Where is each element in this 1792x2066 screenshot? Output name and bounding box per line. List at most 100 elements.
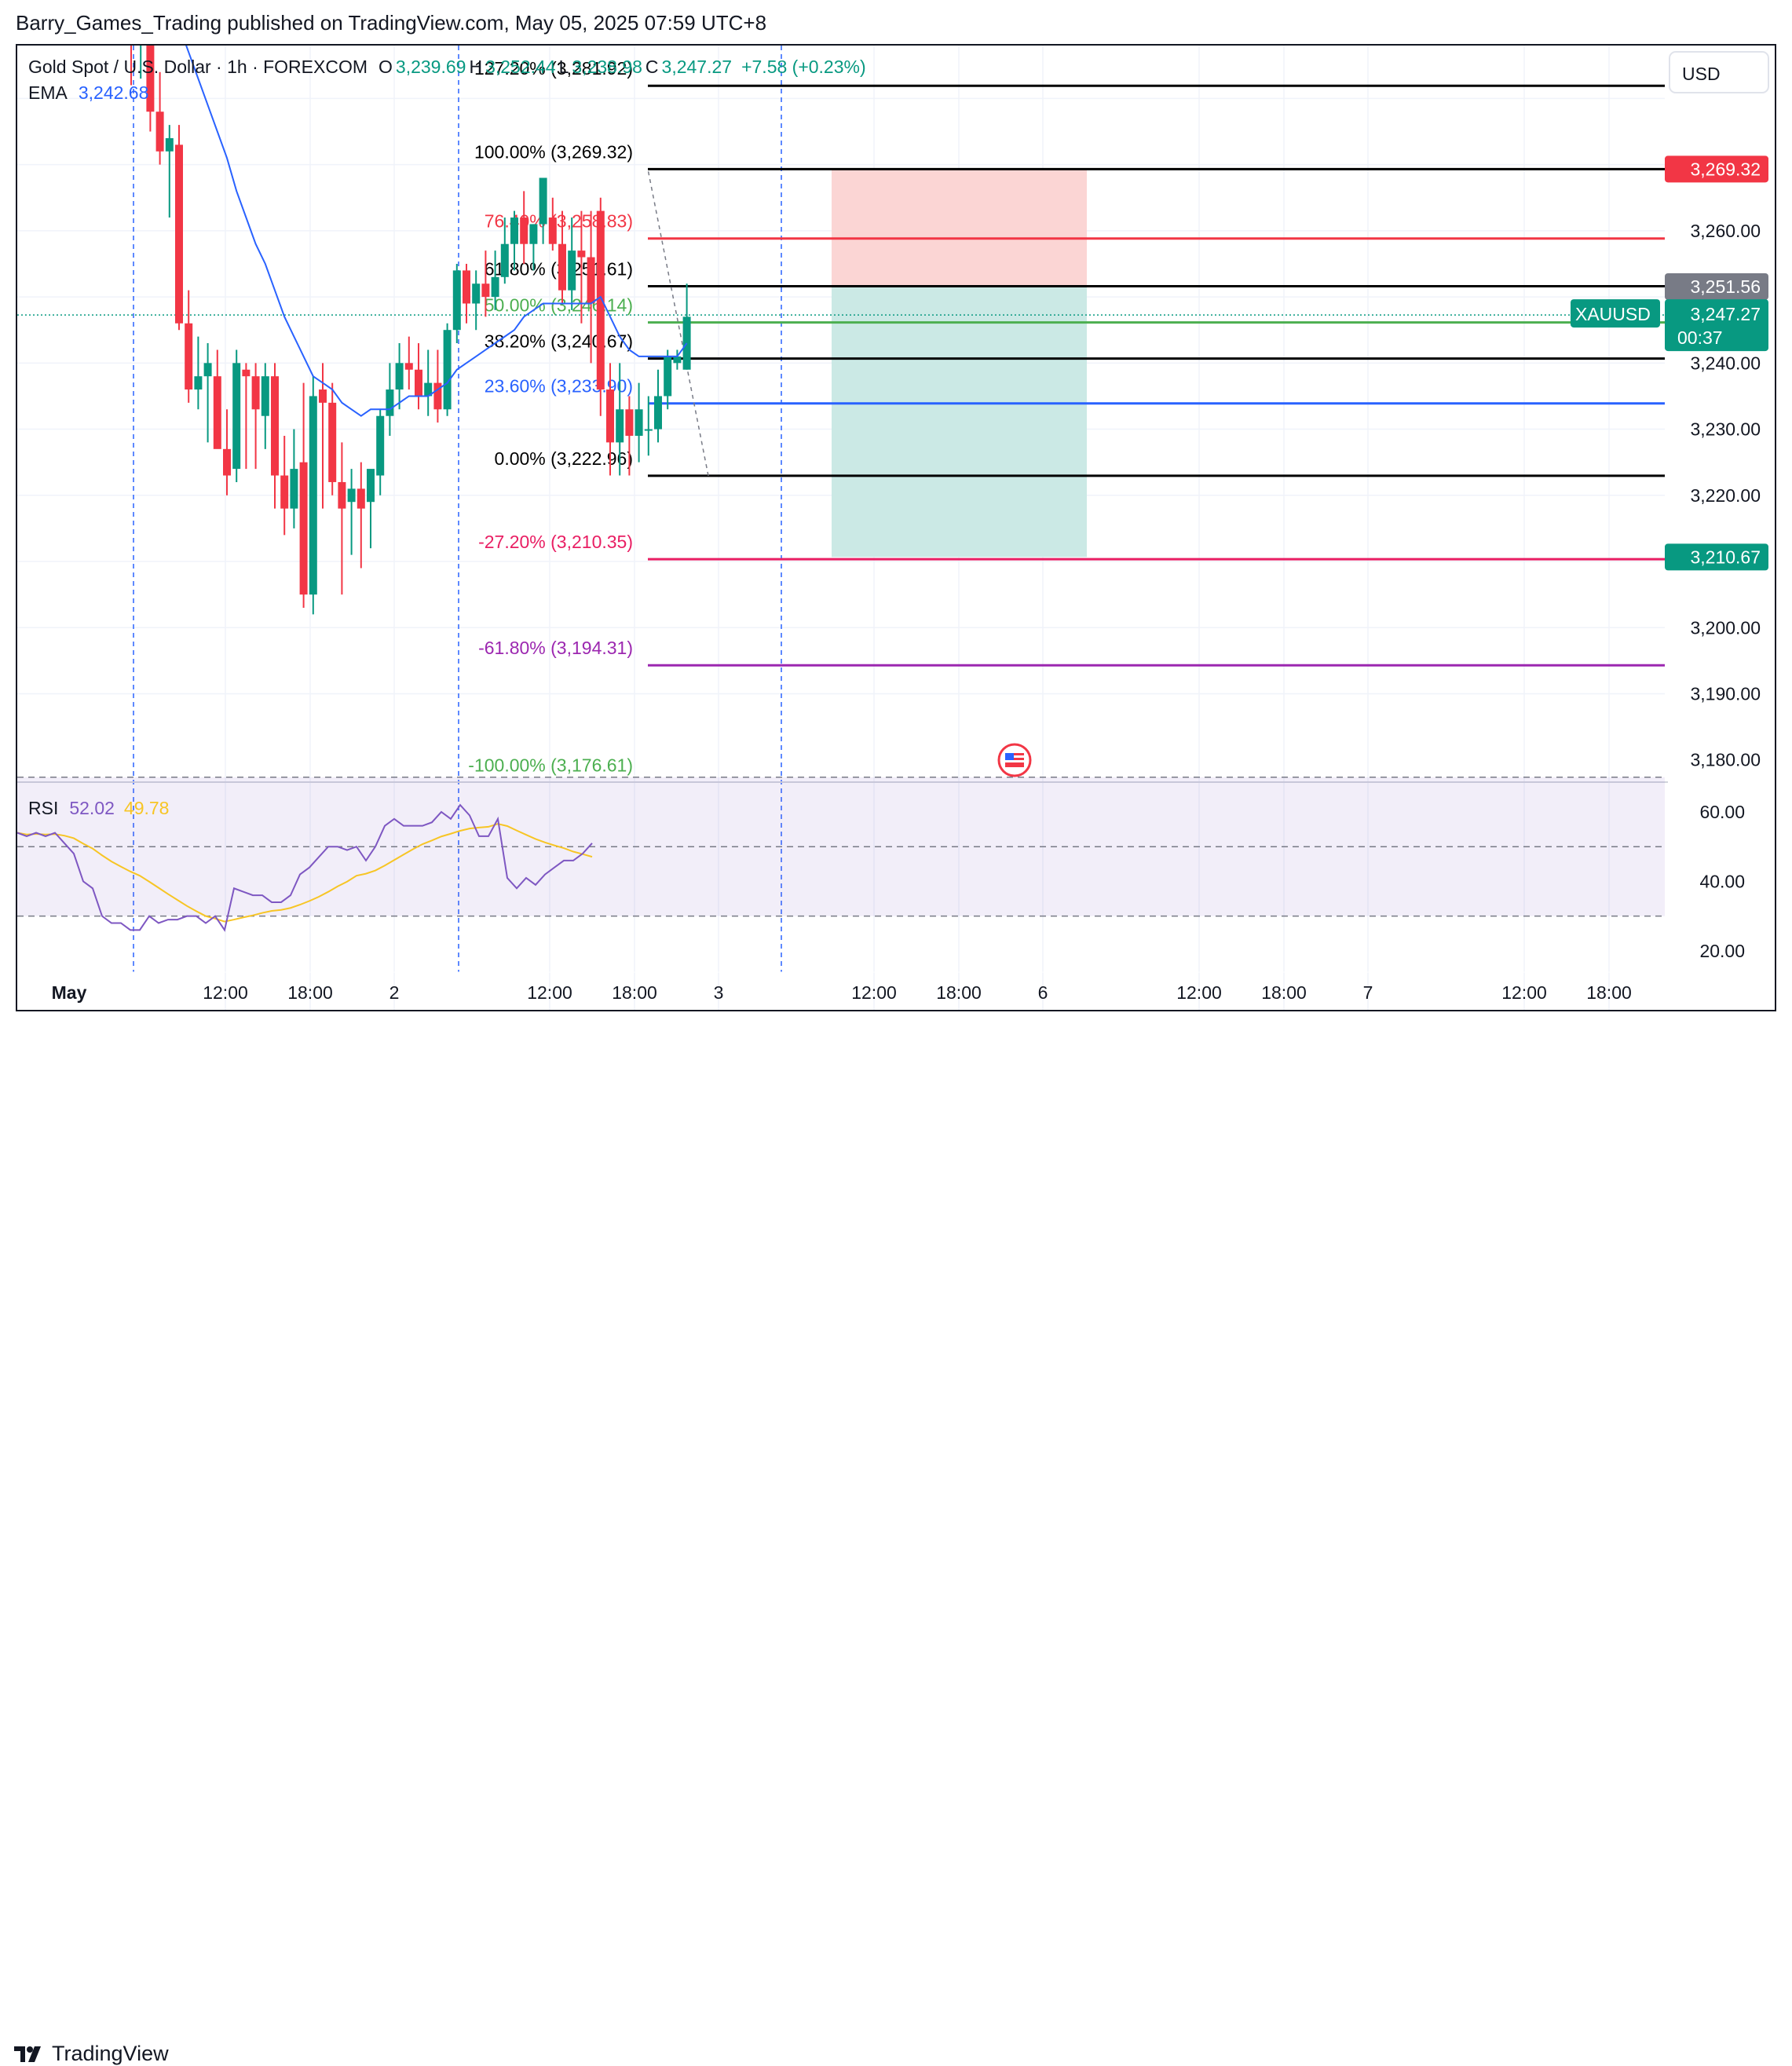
- price-tick-label: 3,190.00: [1690, 683, 1761, 704]
- candle-body: [328, 402, 337, 482]
- candle-body: [673, 356, 682, 364]
- candle-body: [290, 469, 298, 509]
- rsi-value: 52.02: [69, 798, 115, 818]
- fib-level-label: 38.20% (3,240.67): [485, 331, 633, 352]
- candle-body: [654, 396, 662, 430]
- legend-ema-label: EMA: [28, 82, 68, 103]
- legend-h-label: H: [469, 57, 483, 77]
- risk-zone: [832, 169, 1087, 287]
- legend-o-label: O: [379, 57, 393, 77]
- last-price-badge: [1665, 299, 1768, 352]
- time-tick-label: 6: [1038, 982, 1048, 1003]
- price-chart[interactable]: 127.20% (3,281.92) 100.00% (3,269.32) 76.4…: [17, 46, 1775, 1010]
- fib-level-label: -100.00% (3,176.61): [468, 755, 633, 775]
- candle-body: [481, 283, 490, 298]
- currency-label[interactable]: USD: [1682, 64, 1721, 84]
- publication-header: Barry_Games_Trading published on Trading…: [0, 0, 1792, 44]
- candle-body: [587, 257, 595, 304]
- fib-level-label: 76.40% (3,258.83): [485, 211, 633, 232]
- legend-c-value: 3,247.27: [661, 57, 733, 77]
- rsi-tick-label: 40.00: [1699, 871, 1745, 891]
- ema-line: [185, 46, 688, 417]
- candle-body: [223, 448, 231, 476]
- candle-body: [347, 488, 356, 503]
- time-tick-label: May: [52, 982, 87, 1003]
- time-tick-label: 12:00: [1176, 982, 1222, 1003]
- us-flag-stripe: [1005, 755, 1024, 758]
- candle-body: [424, 382, 433, 397]
- us-flag-canton: [1005, 753, 1014, 760]
- candle-body: [367, 469, 375, 503]
- fib-trend-line: [647, 169, 709, 477]
- candle-body: [319, 389, 327, 403]
- candle-body: [415, 369, 422, 397]
- candle-body: [635, 409, 643, 436]
- tradingview-logo-icon: [14, 2046, 41, 2062]
- candle-body: [213, 376, 221, 449]
- legend-ohlc-row: Gold Spot / U.S. Dollar · 1h · FOREXCOM …: [28, 57, 866, 78]
- candle-body: [596, 210, 605, 390]
- time-tick-label: 12:00: [527, 982, 572, 1003]
- legend-c-label: C: [645, 57, 659, 77]
- tradingview-logo[interactable]: TradingView: [14, 2042, 169, 2066]
- candle-body: [625, 409, 634, 436]
- rsi-ma-line: [17, 823, 593, 923]
- symbol-badge-text: XAUUSD: [1575, 304, 1651, 324]
- candle-body: [376, 415, 385, 476]
- candle-body: [520, 218, 528, 244]
- candle-body: [452, 270, 461, 331]
- price-tick-label: 3,230.00: [1690, 419, 1761, 440]
- footer-bar: TradingView: [0, 1013, 1792, 2065]
- candle-body: [175, 144, 183, 324]
- candle-body: [395, 363, 404, 390]
- candle-body: [558, 243, 566, 291]
- fib-level-label: 127.20% (3,281.92): [474, 58, 633, 79]
- rsi-line: [17, 803, 593, 932]
- candle-body: [664, 356, 672, 397]
- candle-body: [616, 409, 624, 443]
- candle-body: [577, 250, 586, 258]
- price-axis-background: [1668, 46, 1775, 972]
- legend-ema-row: EMA 3,242.68: [28, 82, 866, 104]
- candle-body: [338, 481, 346, 509]
- time-tick-label: 18:00: [612, 982, 657, 1003]
- time-tick-label: 2: [389, 982, 400, 1003]
- time-tick-label: 12:00: [1501, 982, 1547, 1003]
- reward-zone: [832, 286, 1087, 558]
- time-tick-label: 18:00: [287, 982, 333, 1003]
- price-tick-label: 3,260.00: [1690, 221, 1761, 241]
- candle-body: [261, 376, 269, 416]
- candle-body: [433, 382, 442, 410]
- candle-body: [165, 137, 174, 152]
- candle-body: [463, 270, 470, 304]
- legend-ema-value: 3,242.68: [78, 82, 149, 103]
- fib-level-label: 50.00% (3,246.14): [485, 295, 633, 316]
- currency-button: [1669, 51, 1769, 93]
- candle-body: [155, 112, 164, 152]
- candle-body: [529, 224, 538, 244]
- fib-level-label: -61.80% (3,194.31): [478, 638, 633, 658]
- rsi-legend: RSI 52.02 49.78: [28, 798, 169, 819]
- price-tick-label: 3,220.00: [1690, 485, 1761, 506]
- time-tick-label: 12:00: [203, 982, 248, 1003]
- last-price-text: 3,247.27: [1690, 304, 1761, 324]
- candle-body: [280, 475, 289, 509]
- candle-body: [251, 376, 260, 410]
- candle-body: [203, 363, 212, 377]
- legend-title: Gold Spot / U.S. Dollar · 1h · FOREXCOM: [28, 57, 368, 77]
- candle-body: [232, 363, 241, 470]
- us-flag-stripe: [1005, 760, 1024, 762]
- candle-body: [548, 218, 557, 244]
- price-label-badge: [1665, 543, 1768, 571]
- candle-body: [185, 323, 193, 390]
- candle-body: [404, 363, 413, 370]
- candle-body: [510, 218, 518, 244]
- symbol-badge: [1571, 299, 1660, 328]
- rsi-label: RSI: [28, 798, 59, 818]
- candle-body: [644, 429, 653, 431]
- candle-body: [568, 250, 576, 291]
- legend-l-value: 3,238.98: [572, 57, 642, 77]
- publication-text: Barry_Games_Trading published on Trading…: [16, 11, 767, 35]
- price-tick-label: 3,240.00: [1690, 353, 1761, 373]
- time-tick-label: 12:00: [851, 982, 897, 1003]
